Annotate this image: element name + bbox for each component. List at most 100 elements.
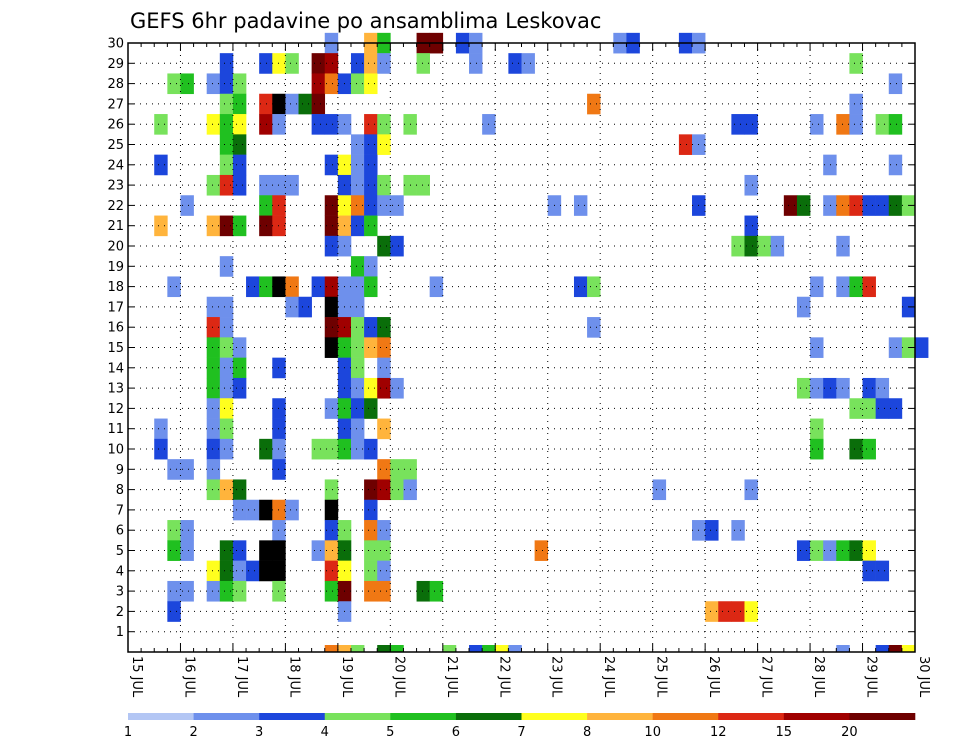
heatmap-cell xyxy=(429,580,444,602)
heatmap-cell xyxy=(219,93,234,115)
heatmap-cell xyxy=(232,174,247,196)
heatmap-cell xyxy=(364,580,378,602)
y-tick-label: 3 xyxy=(116,585,124,600)
heatmap-cell xyxy=(232,73,247,95)
legend-label: 5 xyxy=(386,725,394,740)
heatmap-cell xyxy=(836,235,850,257)
heatmap-cell xyxy=(232,154,247,176)
heatmap-cell xyxy=(232,215,247,237)
heatmap-cell xyxy=(206,317,221,338)
heatmap-cell xyxy=(875,560,890,582)
heatmap-cell xyxy=(862,438,876,460)
heatmap-cell xyxy=(364,134,378,155)
heatmap-cell xyxy=(324,296,339,318)
heatmap-cell xyxy=(364,337,378,358)
heatmap-cell xyxy=(259,499,273,521)
heatmap-cell xyxy=(836,645,850,652)
heatmap-cell xyxy=(206,174,221,196)
heatmap-cell xyxy=(219,296,234,318)
heatmap-cell xyxy=(324,235,339,257)
heatmap-cell xyxy=(324,276,339,298)
heatmap-cell xyxy=(285,93,299,115)
heatmap-cell xyxy=(232,357,247,379)
heatmap-cell xyxy=(587,317,601,338)
heatmap-cell xyxy=(259,174,273,196)
heatmap-cell xyxy=(180,520,194,541)
chart-title: GEFS 6hr padavine po ansamblima Leskovac xyxy=(130,9,601,33)
heatmap-cell xyxy=(364,53,378,74)
heatmap-cell xyxy=(705,520,719,541)
heatmap-cell xyxy=(377,195,391,216)
legend-label: 2 xyxy=(189,725,197,740)
heatmap-cell xyxy=(285,499,299,521)
heatmap-cell xyxy=(350,174,365,196)
heatmap-cell xyxy=(364,479,378,501)
heatmap-cell xyxy=(915,337,929,358)
heatmap-cell xyxy=(219,256,234,277)
heatmap-cell xyxy=(350,195,365,216)
x-tick-label: 17 JUL xyxy=(234,656,249,698)
heatmap-cell xyxy=(377,235,391,257)
y-tick-label: 7 xyxy=(116,503,124,518)
y-tick-label: 17 xyxy=(107,300,124,315)
y-tick-label: 19 xyxy=(107,260,124,275)
heatmap-cell xyxy=(324,520,339,541)
heatmap-cell xyxy=(206,398,221,419)
heatmap-cell xyxy=(167,459,181,480)
heatmap-cell xyxy=(350,317,365,338)
heatmap-cell xyxy=(810,418,824,440)
heatmap-cell xyxy=(534,540,549,561)
heatmap-cell xyxy=(836,540,850,561)
heatmap-cell xyxy=(311,73,326,95)
heatmap-cell xyxy=(849,438,863,460)
heatmap-cell xyxy=(862,377,876,399)
heatmap-cell xyxy=(364,560,378,582)
heatmap-cell xyxy=(246,276,260,298)
heatmap-cell xyxy=(219,377,234,399)
heatmap-cell xyxy=(311,540,326,561)
x-tick-label: 24 JUL xyxy=(601,656,616,698)
y-tick-label: 1 xyxy=(116,625,124,640)
heatmap-cell xyxy=(377,540,391,561)
heatmap-cell xyxy=(377,114,391,135)
heatmap-cell xyxy=(823,154,837,176)
heatmap-cell xyxy=(364,256,378,277)
heatmap-cell xyxy=(206,560,221,582)
heatmap-cell xyxy=(350,337,365,358)
heatmap-cell xyxy=(324,73,339,95)
heatmap-cell xyxy=(219,418,234,440)
heatmap-cell xyxy=(324,114,339,135)
heatmap-cell xyxy=(350,357,365,379)
heatmap-cell xyxy=(311,276,326,298)
heatmap-cell xyxy=(823,195,837,216)
heatmap-cell xyxy=(364,520,378,541)
legend-label: 15 xyxy=(776,725,793,740)
heatmap-cell xyxy=(849,93,863,115)
heatmap-cell xyxy=(206,357,221,379)
heatmap-cell xyxy=(350,438,365,460)
x-tick-label: 15 JUL xyxy=(129,656,144,698)
legend-label: 4 xyxy=(321,725,329,740)
heatmap-cell xyxy=(390,645,404,652)
heatmap-cell xyxy=(849,398,863,419)
x-tick-label: 22 JUL xyxy=(496,656,511,698)
heatmap-cell xyxy=(232,337,247,358)
heatmap-cell xyxy=(744,479,758,501)
legend-label: 3 xyxy=(255,725,263,740)
heatmap-cell xyxy=(259,276,273,298)
legend-label: 7 xyxy=(517,725,525,740)
heatmap-cell xyxy=(219,580,234,602)
heatmap-cell xyxy=(324,337,339,358)
heatmap-cell xyxy=(206,337,221,358)
heatmap-cell xyxy=(219,560,234,582)
heatmap-cell xyxy=(219,438,234,460)
heatmap-cell xyxy=(364,215,378,237)
heatmap-cell xyxy=(285,276,299,298)
heatmap-cell xyxy=(849,53,863,74)
heatmap-cell xyxy=(364,377,378,399)
y-tick-label: 4 xyxy=(116,564,124,579)
heatmap-cell xyxy=(875,377,890,399)
heatmap-cell xyxy=(810,337,824,358)
y-tick-label: 24 xyxy=(107,158,124,173)
